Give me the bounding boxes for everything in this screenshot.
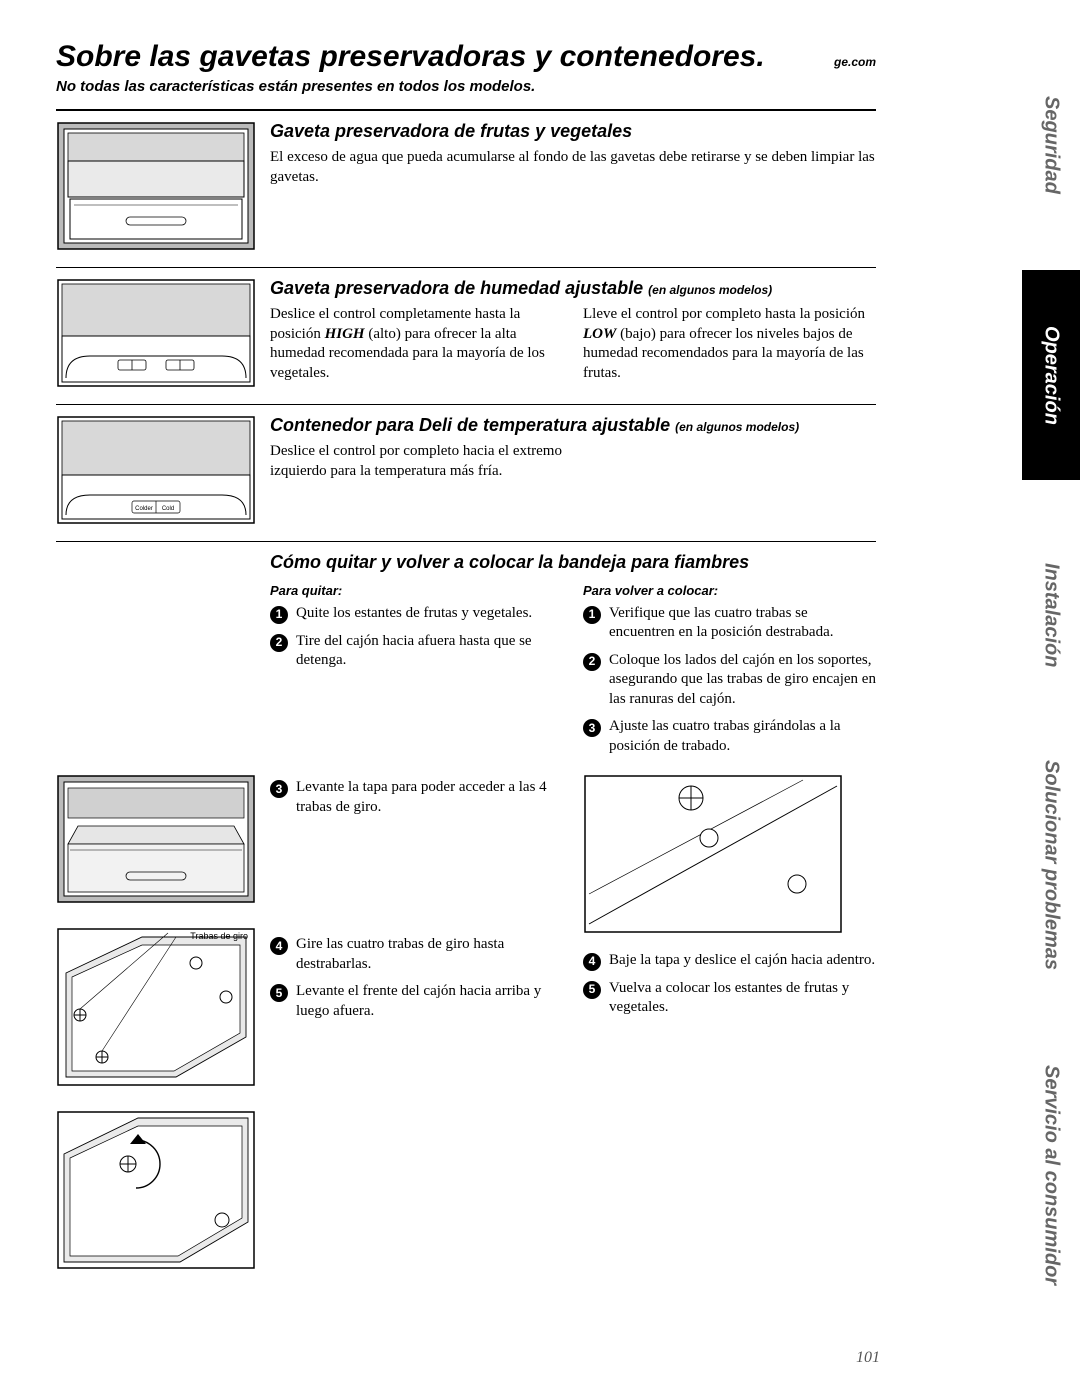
page-subtitle: No todas las características están prese…	[56, 78, 876, 95]
divider	[56, 404, 876, 405]
step-item: 1Quite los estantes de frutas y vegetale…	[270, 604, 563, 624]
section-body: Deslice el control por completo hacia el…	[270, 442, 590, 481]
site-url: ge.com	[834, 55, 876, 69]
page-number: 101	[856, 1349, 880, 1367]
section-deli: Colder Cold Contenedor para Deli de temp…	[56, 415, 876, 525]
tab-operacion[interactable]: Operación	[1022, 270, 1080, 480]
replace-heading: Para volver a colocar:	[583, 583, 876, 600]
column-replace: Para volver a colocar: 1Verifique que la…	[583, 583, 876, 764]
tab-solucionar[interactable]: Solucionar problemas	[1022, 720, 1080, 1010]
column-low: Lleve el control por completo hasta la p…	[583, 305, 876, 383]
illustration-crisper	[56, 121, 256, 251]
step-item: 4Gire las cuatro trabas de giro hasta de…	[270, 935, 563, 974]
tab-instalacion[interactable]: Instalación	[1022, 520, 1080, 710]
step-item: 4Baje la tapa y deslice el cajón hacia a…	[583, 951, 876, 971]
illustration-deli-pan: Colder Cold	[56, 415, 256, 525]
section-humidity: Gaveta preservadora de humedad ajustable…	[56, 278, 876, 388]
twist-lock-label: Trabas de giro	[190, 931, 248, 941]
section-fruit-veg: Gaveta preservadora de frutas y vegetale…	[56, 121, 876, 251]
column-high: Deslice el control completamente hasta l…	[270, 305, 563, 383]
divider	[56, 267, 876, 268]
illustration-locks-detail	[583, 774, 876, 941]
column-remove: Para quitar: 1Quite los estantes de frut…	[270, 583, 563, 764]
section-remove-replace-bottom: Trabas de giro 3Levante la tapa para	[56, 774, 876, 1275]
section-heading: Contenedor para Deli de temperatura ajus…	[270, 415, 876, 436]
step-item: 2Tire del cajón hacia afuera hasta que s…	[270, 632, 563, 671]
remove-heading: Para quitar:	[270, 583, 563, 600]
section-heading: Gaveta preservadora de humedad ajustable…	[270, 278, 876, 299]
illustration-drawer-open	[56, 774, 256, 909]
illustration-humidity-drawer	[56, 278, 256, 388]
svg-text:Colder: Colder	[135, 506, 153, 512]
step-item: 2Coloque los lados del cajón en los sopo…	[583, 651, 876, 710]
tab-servicio[interactable]: Servicio al consumidor	[1022, 1010, 1080, 1340]
step-item: 5Levante el frente del cajón hacia arrib…	[270, 982, 563, 1021]
column-remove-cont: 3Levante la tapa para poder acceder a la…	[270, 774, 563, 1275]
step-item: 1Verifique que las cuatro trabas se encu…	[583, 604, 876, 643]
side-tabs: Seguridad Operación Instalación Solucion…	[1022, 40, 1080, 1360]
illustration-twist-locks: Trabas de giro	[56, 927, 256, 1092]
column-replace-cont: 4Baje la tapa y deslice el cajón hacia a…	[583, 774, 876, 1275]
section-body: El exceso de agua que pueda acumularse a…	[270, 148, 876, 187]
divider	[56, 109, 876, 111]
divider	[56, 541, 876, 542]
tab-seguridad[interactable]: Seguridad	[1022, 40, 1080, 250]
section-heading: Gaveta preservadora de frutas y vegetale…	[270, 121, 876, 142]
page-title: Sobre las gavetas preservadoras y conten…	[56, 40, 765, 74]
svg-text:Cold: Cold	[162, 506, 174, 512]
section-heading: Cómo quitar y volver a colocar la bandej…	[270, 552, 876, 573]
step-item: 5Vuelva a colocar los estantes de frutas…	[583, 979, 876, 1018]
step-item: 3Ajuste las cuatro trabas girándolas a l…	[583, 717, 876, 756]
illustration-remove-drawer	[56, 1110, 256, 1275]
step-item: 3Levante la tapa para poder acceder a la…	[270, 778, 563, 817]
section-remove-replace-top: Para quitar: 1Quite los estantes de frut…	[56, 583, 876, 764]
spacer	[56, 583, 256, 713]
